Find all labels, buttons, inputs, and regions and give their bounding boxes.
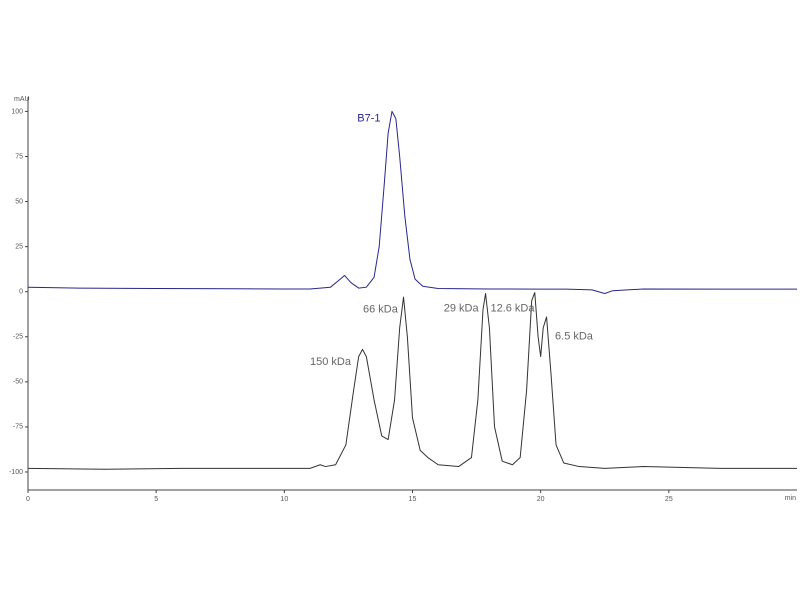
y-tick-label: -75 [13, 424, 23, 431]
x-tick-label: 15 [409, 496, 417, 503]
trace [27, 110, 797, 294]
y-tick-label: -50 [13, 379, 23, 386]
x-tick-label: 5 [154, 496, 158, 503]
y-tick-label: 25 [15, 243, 23, 250]
peak-label: B7-1 [357, 113, 380, 125]
x-tick-label: 20 [537, 496, 545, 503]
x-tick-label: 0 [26, 496, 30, 503]
trace [27, 292, 797, 470]
peak-label: 6.5 kDa [555, 331, 594, 343]
x-tick-label: 25 [665, 496, 673, 503]
y-tick-label: -25 [13, 334, 23, 341]
y-tick-label: -100 [9, 469, 23, 476]
x-axis-label: min [785, 495, 796, 502]
peak-label: 150 kDa [310, 356, 352, 368]
peak-label: 12.6 kDa [490, 303, 535, 315]
y-tick-label: 50 [15, 198, 23, 205]
y-tick-label: 75 [15, 153, 23, 160]
x-tick-label: 10 [280, 496, 288, 503]
y-axis-label: mAU [14, 96, 30, 103]
peak-label: 66 kDa [363, 304, 399, 316]
y-tick-label: 100 [11, 108, 23, 115]
peak-label: 29 kDa [444, 303, 480, 315]
y-tick-label: 0 [19, 289, 23, 296]
